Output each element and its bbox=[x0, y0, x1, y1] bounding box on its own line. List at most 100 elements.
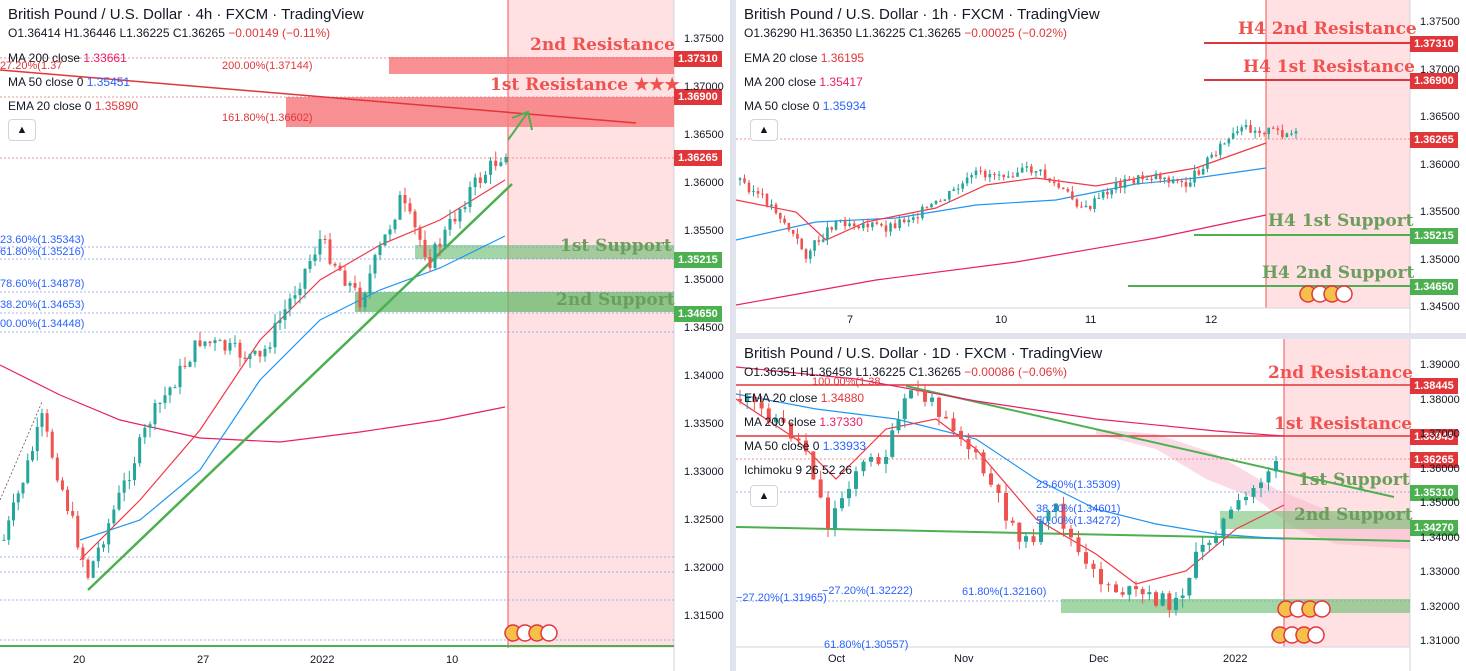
candle-body bbox=[1030, 166, 1033, 173]
candle-body bbox=[893, 223, 897, 228]
candle-body bbox=[1025, 166, 1029, 168]
candle-body bbox=[952, 189, 956, 191]
d1-price-tag-r1: 1.36945 bbox=[1410, 429, 1458, 445]
time-axis-tick: Oct bbox=[828, 653, 846, 665]
h4-fib-200: 200.00%(1.37144) bbox=[222, 60, 313, 72]
d1-chart-canvas[interactable] bbox=[736, 339, 1466, 671]
candle-body bbox=[463, 207, 467, 210]
candle-body bbox=[1188, 182, 1192, 187]
candle-body bbox=[293, 295, 297, 299]
d1-collapse-legend-button[interactable]: ▲ bbox=[750, 485, 778, 507]
d1-header: British Pound / U.S. Dollar · 1D · FXCM … bbox=[744, 345, 1102, 381]
d1-descending-trendline bbox=[905, 385, 1395, 498]
h4-chart-canvas[interactable] bbox=[0, 0, 730, 671]
candle-body bbox=[1099, 568, 1103, 585]
candle-body bbox=[213, 340, 217, 344]
candle-body bbox=[138, 437, 142, 464]
candle-body bbox=[774, 418, 778, 423]
candle-body bbox=[1290, 133, 1293, 135]
h1-price-tag-last: 1.36265 bbox=[1410, 132, 1458, 148]
h4-collapse-legend-button[interactable]: ▲ bbox=[8, 119, 36, 141]
h4-indicator-ma200[interactable]: MA 200 close 1.33661 bbox=[8, 51, 127, 65]
candle-body bbox=[473, 177, 477, 188]
h4-chart-panel[interactable]: British Pound / U.S. Dollar · 4h · FXCM … bbox=[0, 0, 730, 671]
h1-chart-canvas[interactable] bbox=[736, 0, 1466, 333]
candle-body bbox=[1271, 127, 1275, 129]
price-axis-tick: 1.39000 bbox=[1420, 359, 1460, 371]
candle-body bbox=[923, 390, 927, 402]
candle-body bbox=[153, 403, 157, 425]
h4-zone-r1 bbox=[286, 97, 674, 127]
candle-body bbox=[1214, 154, 1218, 156]
candle-body bbox=[766, 408, 771, 423]
candle-body bbox=[854, 471, 858, 489]
price-axis-tick: 1.34000 bbox=[1420, 531, 1460, 544]
h4-header: British Pound / U.S. Dollar · 4h · FXCM … bbox=[8, 6, 364, 42]
h4-ohlc: O1.36414 H1.36446 L1.36225 C1.36265 −0.0… bbox=[8, 24, 364, 42]
candle-body bbox=[902, 219, 906, 223]
candle-body bbox=[1123, 178, 1127, 188]
candle-body bbox=[876, 457, 881, 464]
d1-indicator-ichimoku[interactable]: Ichimoku 9 26 52 26 bbox=[744, 463, 853, 477]
candle-body bbox=[31, 451, 34, 461]
h4-price-tag-r1: 1.36900 bbox=[674, 89, 722, 105]
price-axis-tick: 1.35500 bbox=[684, 225, 724, 238]
candle-body bbox=[738, 399, 742, 402]
candle-body bbox=[45, 413, 49, 432]
d1-ohlc: O1.36351 H1.36458 L1.36225 C1.36265 −0.0… bbox=[744, 363, 1102, 381]
candle-body bbox=[1069, 528, 1073, 538]
candle-body bbox=[1061, 503, 1066, 529]
h1-chart-panel[interactable]: British Pound / U.S. Dollar · 1h · FXCM … bbox=[736, 0, 1466, 333]
candle-body bbox=[811, 451, 816, 480]
h4-change: −0.00149 (−0.11%) bbox=[228, 26, 331, 40]
candle-body bbox=[278, 319, 282, 324]
h4-fib-38-20: 38.20%(1.34653) bbox=[0, 299, 85, 311]
candle-body bbox=[283, 309, 287, 320]
candle-body bbox=[338, 265, 342, 271]
candle-body bbox=[453, 218, 457, 222]
h4-label-1st-resistance: 1st Resistance ★★★ bbox=[490, 75, 680, 95]
candle-body bbox=[925, 206, 929, 208]
candle-body bbox=[1071, 191, 1074, 200]
h1-low: L1.36225 bbox=[855, 26, 906, 40]
h4-indicator-ema20[interactable]: EMA 20 close 0 1.35890 bbox=[8, 99, 139, 113]
price-axis-tick: 1.34000 bbox=[684, 369, 724, 382]
h1-open: O1.36290 bbox=[744, 26, 797, 40]
h1-title: British Pound / U.S. Dollar · 1h · FXCM … bbox=[744, 6, 1100, 23]
h1-collapse-legend-button[interactable]: ▲ bbox=[750, 119, 778, 141]
candle-body bbox=[1048, 178, 1051, 182]
candle-body bbox=[1167, 593, 1172, 610]
d1-indicator-ma50[interactable]: MA 50 close 0 1.33933 bbox=[744, 439, 867, 453]
h1-indicator-ma50[interactable]: MA 50 close 0 1.35934 bbox=[744, 99, 867, 113]
candle-body bbox=[911, 217, 915, 220]
candle-body bbox=[1075, 199, 1079, 207]
candle-body bbox=[789, 422, 793, 439]
candle-body bbox=[489, 160, 493, 175]
candle-body bbox=[965, 177, 969, 184]
d1-indicator-ma200[interactable]: MA 200 close 1.37330 bbox=[744, 415, 863, 429]
price-axis-tick: 1.36000 bbox=[1420, 462, 1460, 475]
d1-zone-s2 bbox=[1220, 511, 1410, 529]
h4-indicator-ma50[interactable]: MA 50 close 0 1.35451 bbox=[8, 75, 131, 89]
candle-body bbox=[996, 484, 1001, 493]
panel-splitter-horizontal[interactable] bbox=[736, 333, 1466, 339]
candle-body bbox=[1076, 537, 1081, 553]
chevron-up-icon: ▲ bbox=[16, 124, 28, 136]
price-axis-tick: 1.35000 bbox=[1420, 253, 1460, 266]
d1-ma200-line bbox=[736, 366, 1285, 437]
candle-body bbox=[843, 219, 847, 227]
candle-body bbox=[7, 520, 11, 540]
candle-body bbox=[738, 178, 742, 180]
candle-body bbox=[1136, 175, 1140, 184]
d1-price-tag-r2: 1.38445 bbox=[1410, 378, 1458, 394]
h1-ema20-line bbox=[736, 142, 1267, 241]
candle-body bbox=[273, 323, 277, 348]
candle-body bbox=[1184, 182, 1188, 187]
panel-splitter-vertical[interactable] bbox=[730, 0, 736, 671]
candle-body bbox=[1163, 177, 1166, 180]
d1-chart-panel[interactable]: British Pound / U.S. Dollar · 1D · FXCM … bbox=[736, 339, 1466, 671]
h1-indicator-ma200[interactable]: MA 200 close 1.35417 bbox=[744, 75, 863, 89]
candle-body bbox=[937, 397, 941, 417]
h1-indicator-ema20[interactable]: EMA 20 close 1.36195 bbox=[744, 51, 865, 65]
d1-indicator-ema20[interactable]: EMA 20 close 1.34880 bbox=[744, 391, 865, 405]
